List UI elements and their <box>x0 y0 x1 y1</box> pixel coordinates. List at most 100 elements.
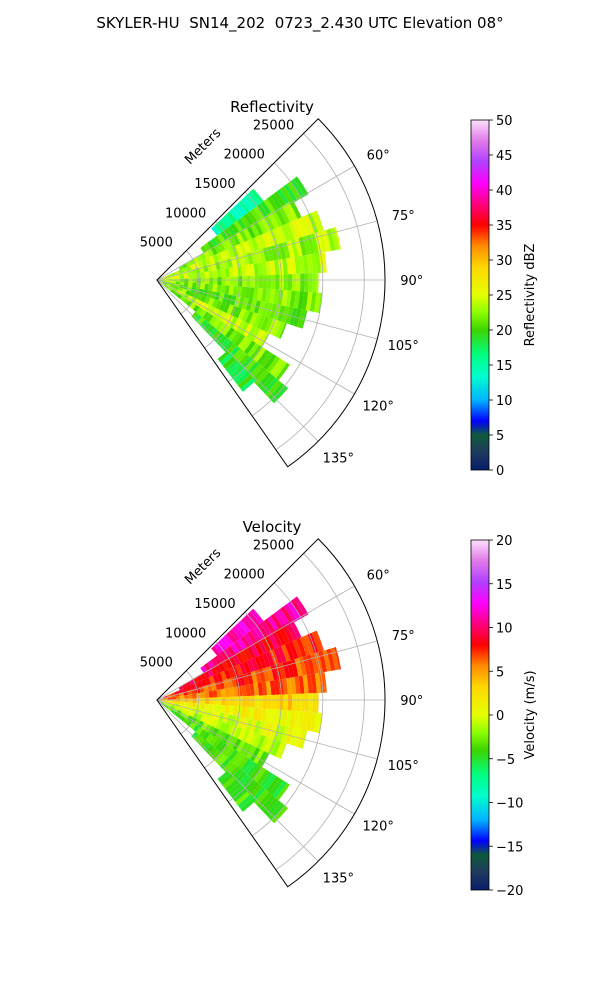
echo-cell <box>192 273 197 279</box>
echo-cell <box>281 289 288 307</box>
echo-cell <box>266 776 281 793</box>
echo-cell <box>223 249 231 260</box>
echo-cell <box>204 703 210 711</box>
colorbar-scale <box>470 539 490 891</box>
echo-cell <box>215 720 223 730</box>
echo-cell <box>227 247 235 259</box>
echo-cell <box>253 221 264 236</box>
echo-cell <box>224 687 230 697</box>
echo-cell <box>281 709 288 727</box>
echo-cell <box>271 630 283 648</box>
echo-cell <box>233 266 239 277</box>
echo-cell <box>208 704 214 712</box>
echo-cell <box>236 773 250 788</box>
echo-cell <box>289 290 296 308</box>
echo-cell <box>200 277 206 284</box>
echo-cell <box>258 654 267 669</box>
echo-cell <box>265 681 272 696</box>
echo-cell <box>200 692 206 699</box>
echo-cell <box>316 272 319 293</box>
echo-cell <box>249 263 255 276</box>
echo-cell <box>270 193 284 211</box>
colorbar-label: Reflectivity dBZ <box>523 244 538 347</box>
echo-cell <box>283 274 288 291</box>
echo-cell <box>180 296 186 302</box>
colorbar-tick-label: −15 <box>496 840 523 855</box>
echo-cell <box>222 313 231 324</box>
echo-cell <box>239 322 250 335</box>
echo-cell <box>174 286 180 290</box>
echo-cell <box>229 736 238 749</box>
echo-cell <box>200 715 207 723</box>
echo-cell <box>315 630 324 652</box>
echo-cell <box>253 347 267 363</box>
range-tick-label: 5000 <box>140 236 173 251</box>
echo-cell <box>283 603 298 623</box>
echo-cell <box>257 218 268 234</box>
range-tick-label: 10000 <box>165 206 206 221</box>
colorbar-scale <box>470 119 490 471</box>
echo-cell <box>222 776 236 789</box>
echo-cell <box>309 292 317 312</box>
echo-cell <box>252 287 259 301</box>
echo-cell <box>234 727 242 739</box>
echo-cell <box>228 329 239 342</box>
echo-cell <box>310 253 317 274</box>
echo-cell <box>184 698 189 703</box>
range-tick-label: 10000 <box>165 626 206 641</box>
echo-cell <box>280 606 295 625</box>
range-ring <box>180 250 199 315</box>
echo-cell <box>275 274 280 290</box>
echo-cell <box>275 782 290 801</box>
azimuth-spoke <box>156 699 319 862</box>
echo-cell <box>237 756 249 770</box>
echo-cell <box>227 667 235 679</box>
echo-cell <box>166 694 172 697</box>
echo-cell <box>253 767 267 783</box>
echo-cell <box>167 707 172 712</box>
echo-cell <box>317 712 323 734</box>
echo-cell <box>311 631 323 653</box>
echo-cell <box>275 362 290 381</box>
echo-cell <box>254 369 269 386</box>
echo-cell <box>214 664 222 674</box>
echo-cell <box>294 256 301 274</box>
echo-cell <box>266 616 280 633</box>
echo-cell <box>208 690 214 698</box>
echo-cell <box>215 320 225 331</box>
echo-cell <box>202 731 211 741</box>
echo-cell <box>220 705 226 714</box>
echo-cell <box>224 327 235 339</box>
echo-cell <box>322 671 327 693</box>
colorbar-tick-label: 15 <box>496 359 513 374</box>
echo-cell <box>240 706 247 718</box>
echo-cell <box>183 274 189 279</box>
echo-cell <box>315 210 324 232</box>
range-axis-label: Meters <box>182 126 224 168</box>
panel-title: Velocity <box>243 518 302 536</box>
range-tick-label: 5000 <box>140 656 173 671</box>
echo-cell <box>174 270 180 275</box>
echo-cell <box>189 722 197 730</box>
echo-cell <box>236 740 246 753</box>
echo-cell <box>167 280 172 283</box>
echo-cell <box>237 728 246 741</box>
echo-cell <box>226 225 237 238</box>
echo-cell <box>216 233 226 244</box>
range-tick-label: 25000 <box>253 538 294 553</box>
echo-cell <box>211 727 220 737</box>
echo-cell <box>186 720 193 727</box>
echo-cell <box>314 672 322 694</box>
echo-cell <box>217 662 226 672</box>
azimuth-spoke <box>156 279 355 395</box>
echo-cell <box>274 208 287 226</box>
echo-cell <box>163 280 168 283</box>
echo-cell <box>183 694 189 699</box>
colorbar-tick-label: 20 <box>496 534 513 549</box>
echo-cell <box>256 769 270 785</box>
echo-cell <box>228 267 235 277</box>
echo-cell <box>220 650 230 662</box>
echo-cell <box>240 758 253 772</box>
echo-cell <box>240 797 256 812</box>
